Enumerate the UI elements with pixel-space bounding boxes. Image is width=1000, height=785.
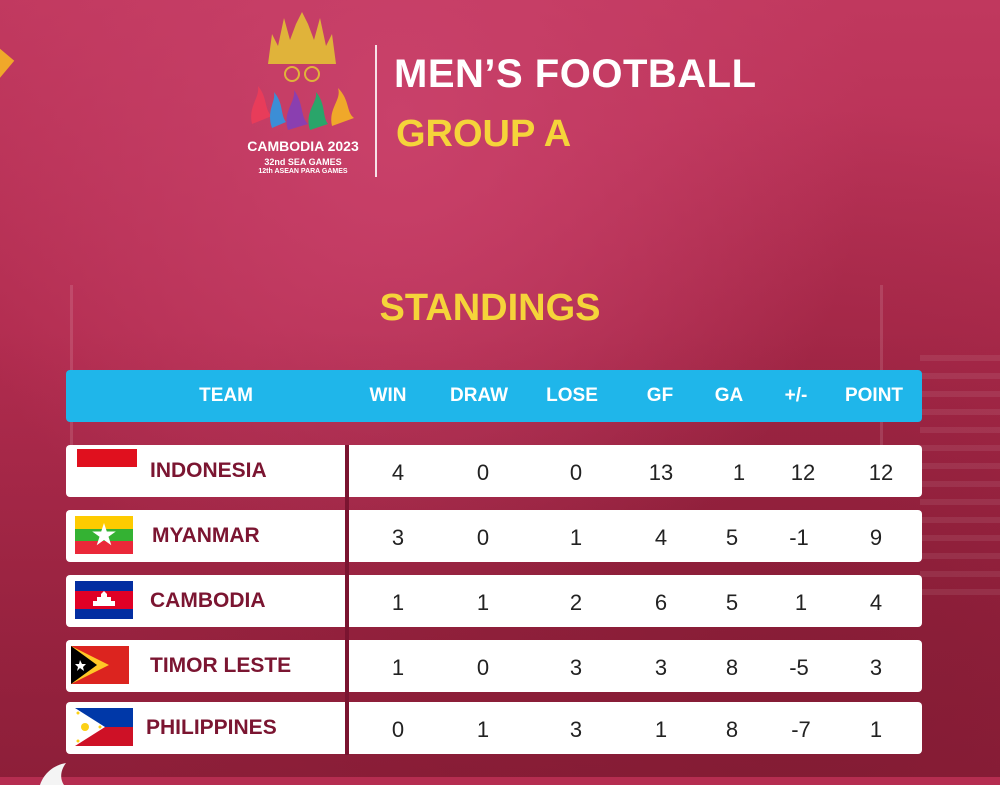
cell-point: 3 xyxy=(869,655,883,680)
table-header: TEAM WIN DRAW LOSE GF GA +/- POINT xyxy=(66,370,922,422)
cambodia-flag-icon xyxy=(75,581,133,619)
indonesia-flag-icon xyxy=(77,449,137,485)
cell-win: 3 xyxy=(391,525,405,550)
cell-point: 9 xyxy=(869,525,883,550)
cell-ga: 5 xyxy=(725,525,739,550)
cell-win: 4 xyxy=(391,460,405,485)
page-title: MEN’S FOOTBALL xyxy=(394,52,757,96)
cell-ga: 5 xyxy=(725,590,739,615)
cell-win: 1 xyxy=(391,655,405,680)
column-header-team: TEAM xyxy=(199,385,253,406)
cell-lose: 1 xyxy=(569,525,583,550)
cell-diff: 12 xyxy=(790,460,816,485)
cell-diff: -1 xyxy=(789,525,809,550)
cell-gf: 4 xyxy=(654,525,668,550)
column-header-point: POINT xyxy=(844,385,904,406)
team-name: MYANMAR xyxy=(152,524,260,547)
mascot-wing-icon xyxy=(40,763,66,785)
philippines-flag-icon xyxy=(75,708,133,746)
table-row: MYANMAR 3 0 1 4 5 -1 9 xyxy=(66,510,922,562)
cell-draw: 0 xyxy=(476,655,490,680)
page-subtitle: GROUP A xyxy=(396,113,572,155)
cell-ga: 8 xyxy=(725,655,739,680)
cell-ga: 8 xyxy=(725,717,739,742)
cell-diff: -7 xyxy=(791,717,811,742)
cell-win: 1 xyxy=(391,590,405,615)
cell-diff: -5 xyxy=(789,655,809,680)
cell-point: 4 xyxy=(869,590,883,615)
team-column-divider xyxy=(345,445,349,755)
section-title: STANDINGS xyxy=(379,287,601,329)
cell-draw: 1 xyxy=(476,717,490,742)
column-header-gf: GF xyxy=(646,385,674,406)
logo-subtitle-2: 12th ASEAN PARA GAMES xyxy=(258,168,348,175)
column-header-win: WIN xyxy=(369,385,407,406)
team-name: PHILIPPINES xyxy=(146,716,277,739)
table-row: PHILIPPINES 0 1 3 1 8 -7 1 xyxy=(66,702,922,754)
cell-point: 1 xyxy=(869,717,883,742)
cell-gf: 6 xyxy=(654,590,668,615)
logo-subtitle: 32nd SEA GAMES xyxy=(264,157,342,167)
myanmar-flag-icon xyxy=(75,516,133,554)
angkor-emblem-icon xyxy=(251,12,354,130)
cell-gf: 1 xyxy=(654,717,668,742)
cell-lose: 2 xyxy=(569,590,583,615)
cell-point: 12 xyxy=(868,460,894,485)
table-row: TIMOR LESTE 1 0 3 3 8 -5 3 xyxy=(66,640,922,692)
team-name: INDONESIA xyxy=(150,459,267,482)
cell-lose: 3 xyxy=(569,717,583,742)
timor-leste-flag-icon xyxy=(71,646,129,684)
column-header-diff: +/- xyxy=(784,385,808,406)
cell-gf: 13 xyxy=(648,460,674,485)
table-row: CAMBODIA 1 1 2 6 5 1 4 xyxy=(66,575,922,627)
cell-draw: 0 xyxy=(476,525,490,550)
cell-draw: 0 xyxy=(476,460,490,485)
building-silhouette xyxy=(920,345,1000,595)
team-name: CAMBODIA xyxy=(150,589,266,612)
sea-games-logo: CAMBODIA 2023 32nd SEA GAMES 12th ASEAN … xyxy=(238,6,368,178)
column-header-lose: LOSE xyxy=(546,385,598,406)
column-header-draw: DRAW xyxy=(449,385,509,406)
cell-lose: 0 xyxy=(569,460,583,485)
column-header-ga: GA xyxy=(714,385,744,406)
divider xyxy=(375,45,377,177)
table-row: INDONESIA 4 0 0 13 1 12 12 xyxy=(66,445,922,497)
team-name: TIMOR LESTE xyxy=(150,654,292,677)
cell-lose: 3 xyxy=(569,655,583,680)
logo-title: CAMBODIA 2023 xyxy=(247,138,359,154)
cell-diff: 1 xyxy=(794,590,808,615)
cell-ga: 1 xyxy=(732,460,746,485)
cell-gf: 3 xyxy=(654,655,668,680)
cell-win: 0 xyxy=(391,717,405,742)
cell-draw: 1 xyxy=(476,590,490,615)
